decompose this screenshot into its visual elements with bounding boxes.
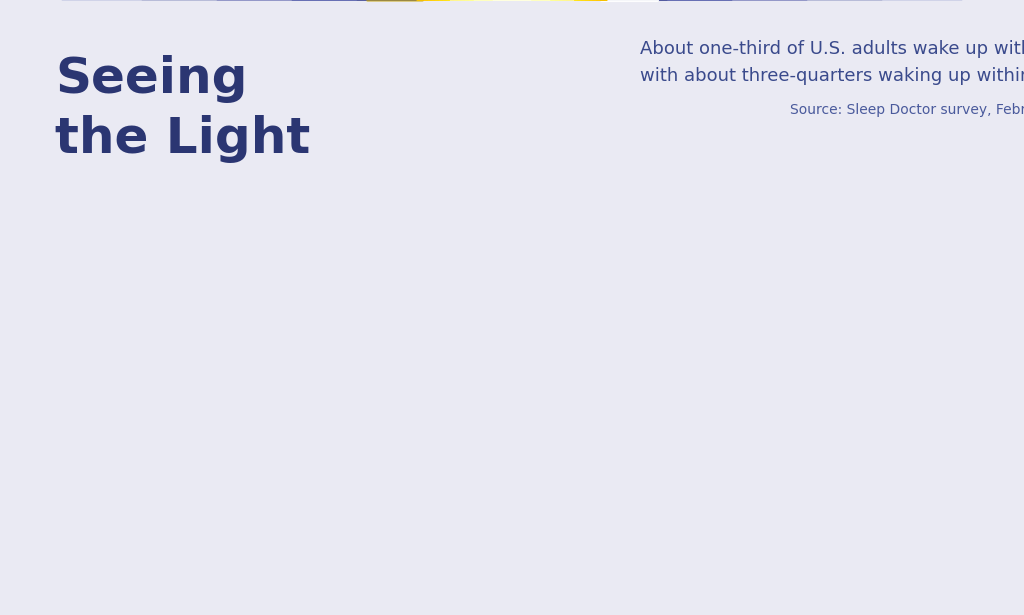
- Text: About one-third of U.S. adults wake up within an hour of dawn,: About one-third of U.S. adults wake up w…: [640, 40, 1024, 58]
- Text: Seeing: Seeing: [55, 55, 248, 103]
- Text: Source: Sleep Doctor survey, February 2023: Source: Sleep Doctor survey, February 20…: [790, 103, 1024, 117]
- Text: with about three-quarters waking up within four hours of sunrise.: with about three-quarters waking up with…: [640, 67, 1024, 85]
- Text: the Light: the Light: [55, 115, 310, 163]
